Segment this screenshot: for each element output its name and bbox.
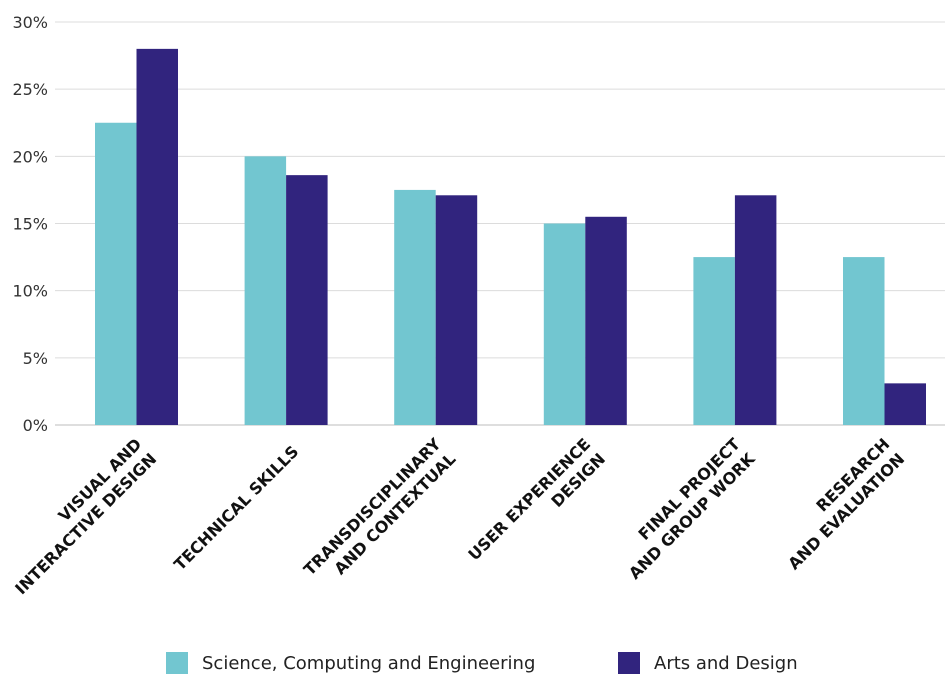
bar-science — [693, 257, 735, 425]
bar-science — [543, 223, 586, 425]
y-tick-label: 30% — [12, 13, 48, 32]
bar-arts — [286, 175, 328, 425]
bar-arts — [734, 195, 777, 425]
bar-science — [843, 257, 885, 425]
x-category-label-line: TRANSDISCIPLINARY — [300, 434, 445, 579]
y-tick-label: 10% — [12, 282, 48, 301]
bar-science — [394, 189, 436, 425]
y-tick-label: 0% — [23, 416, 48, 435]
x-category-label-line: AND CONTEXTUAL — [330, 449, 459, 578]
legend: Science, Computing and Engineering Arts … — [0, 652, 945, 675]
legend-swatch-arts — [618, 652, 640, 674]
legend-item-arts: Arts and Design — [618, 652, 798, 674]
x-category-label-line: INTERACTIVE DESIGN — [11, 449, 160, 598]
x-category-label-line: USER EXPERIENCE — [464, 434, 594, 564]
x-category-label: TECHNICAL SKILLS — [170, 442, 302, 574]
legend-item-science: Science, Computing and Engineering — [166, 652, 535, 674]
legend-label-science: Science, Computing and Engineering — [202, 652, 536, 674]
bars — [95, 48, 926, 426]
y-axis-tick-labels: 0% 5% 10% 15% 20% 25% 30% — [12, 13, 48, 435]
bar-arts — [585, 216, 627, 425]
bar-arts — [435, 195, 478, 425]
legend-swatch-science — [166, 652, 188, 674]
y-tick-label: 5% — [23, 349, 48, 368]
bar-arts — [136, 48, 178, 425]
y-tick-label: 20% — [12, 147, 48, 166]
bar-science — [244, 156, 287, 426]
y-tick-label: 15% — [12, 215, 48, 234]
gridlines — [55, 21, 945, 426]
y-tick-label: 25% — [12, 80, 48, 99]
bar-science — [95, 122, 137, 425]
bar-arts — [884, 383, 926, 425]
legend-label-arts: Arts and Design — [654, 652, 798, 674]
x-category-label-line: TECHNICAL SKILLS — [170, 442, 302, 574]
x-category-label-line: AND GROUP WORK — [625, 449, 759, 583]
